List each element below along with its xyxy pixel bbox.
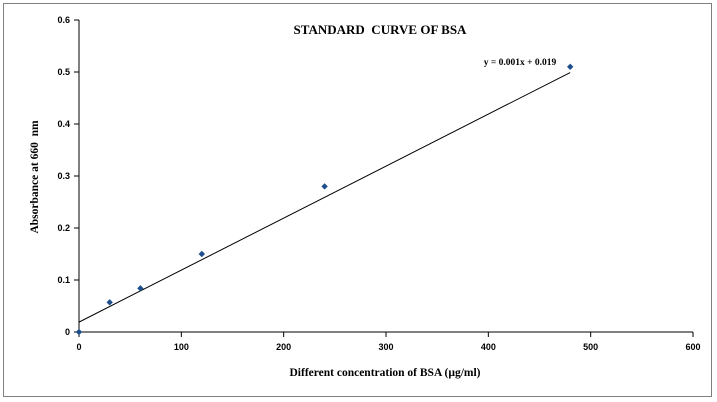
x-tick-label: 0 bbox=[76, 342, 81, 352]
chart-title: STANDARD CURVE OF BSA bbox=[294, 22, 468, 37]
x-tick-label: 300 bbox=[378, 342, 393, 352]
trendline-equation-label: y = 0.001x + 0.019 bbox=[484, 58, 557, 68]
data-point bbox=[106, 299, 113, 306]
x-tick-label: 400 bbox=[481, 342, 496, 352]
x-axis-label: Different concentration of BSA (µg/ml) bbox=[289, 367, 480, 379]
data-point bbox=[321, 183, 328, 190]
y-axis-label: Absorbance at 660 nm bbox=[29, 120, 41, 234]
y-tick-label: 0.1 bbox=[57, 275, 70, 285]
data-point bbox=[75, 328, 83, 336]
y-tick-label: 0.2 bbox=[57, 223, 70, 233]
x-tick-label: 100 bbox=[174, 342, 189, 352]
y-tick-label: 0.4 bbox=[57, 119, 70, 129]
chart-frame bbox=[3, 3, 712, 397]
linear-trendline bbox=[78, 72, 571, 323]
data-point bbox=[198, 250, 205, 258]
y-tick-label: 0 bbox=[65, 327, 70, 337]
x-tick-label: 500 bbox=[583, 342, 598, 352]
y-tick-label: 0.3 bbox=[57, 171, 70, 181]
data-point bbox=[137, 285, 144, 292]
y-tick-label: 0.6 bbox=[57, 15, 70, 25]
x-tick-label: 200 bbox=[276, 342, 291, 352]
x-tick-label: 600 bbox=[685, 342, 700, 352]
data-point bbox=[567, 63, 574, 70]
y-tick-label: 0.5 bbox=[57, 67, 70, 77]
